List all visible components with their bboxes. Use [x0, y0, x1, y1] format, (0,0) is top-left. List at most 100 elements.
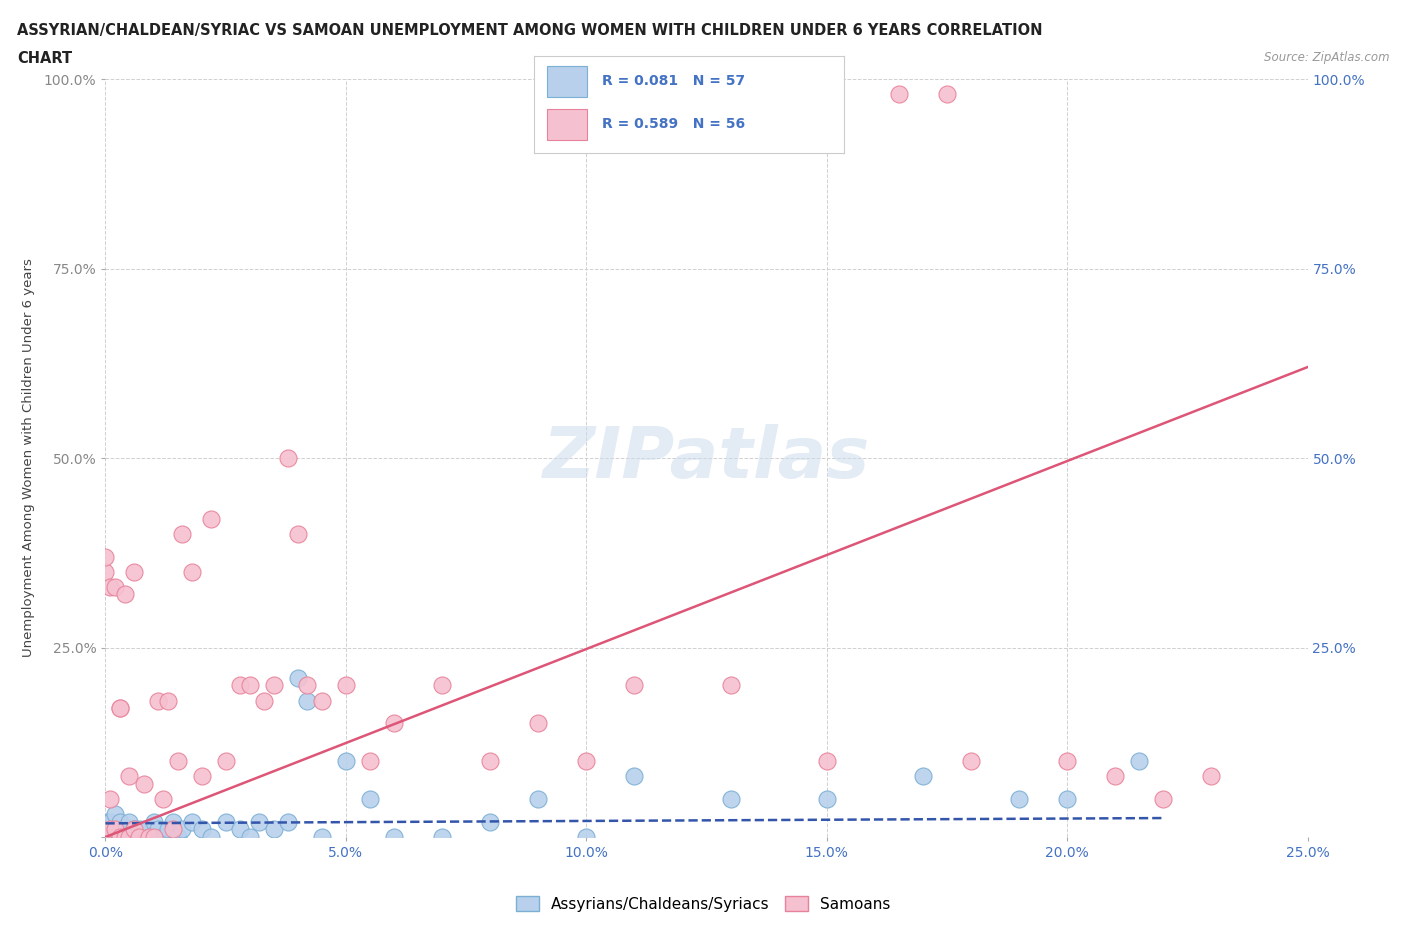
Point — [98, 579, 121, 594]
Point — [98, 815, 121, 830]
Point — [148, 822, 170, 837]
Point — [118, 815, 141, 830]
Point — [108, 815, 131, 830]
Point — [108, 830, 131, 844]
Text: R = 0.589   N = 56: R = 0.589 N = 56 — [602, 117, 745, 131]
Legend: Assyrians/Chaldeans/Syriacs, Samoans: Assyrians/Chaldeans/Syriacs, Samoans — [509, 889, 897, 918]
Point — [118, 830, 141, 844]
Point — [98, 830, 121, 844]
Point — [623, 678, 645, 693]
Point — [104, 822, 127, 837]
Point — [104, 579, 127, 594]
Point — [181, 565, 204, 579]
Point — [132, 822, 155, 837]
Point — [297, 693, 319, 708]
Point — [152, 830, 174, 844]
Point — [124, 822, 146, 837]
Point — [287, 526, 309, 541]
Point — [1201, 769, 1223, 784]
Point — [124, 830, 146, 844]
Point — [94, 822, 117, 837]
Text: ASSYRIAN/CHALDEAN/SYRIAC VS SAMOAN UNEMPLOYMENT AMONG WOMEN WITH CHILDREN UNDER : ASSYRIAN/CHALDEAN/SYRIAC VS SAMOAN UNEMP… — [17, 23, 1042, 38]
Point — [190, 822, 212, 837]
Point — [166, 753, 188, 768]
Point — [114, 830, 136, 844]
Point — [527, 791, 550, 806]
Point — [253, 693, 276, 708]
Point — [287, 671, 309, 685]
Point — [311, 693, 333, 708]
Point — [1104, 769, 1126, 784]
Point — [815, 753, 838, 768]
Point — [479, 753, 502, 768]
Point — [128, 822, 150, 837]
Point — [190, 769, 212, 784]
Point — [229, 822, 252, 837]
Point — [720, 678, 742, 693]
Point — [156, 693, 179, 708]
Point — [277, 815, 299, 830]
Point — [108, 700, 131, 715]
Point — [94, 815, 117, 830]
Point — [94, 565, 117, 579]
Point — [335, 678, 357, 693]
Point — [200, 830, 222, 844]
Point — [335, 753, 357, 768]
Point — [108, 700, 131, 715]
Point — [172, 822, 194, 837]
Point — [118, 822, 141, 837]
Point — [138, 830, 160, 844]
Point — [297, 678, 319, 693]
Point — [1152, 791, 1174, 806]
Point — [623, 769, 645, 784]
Point — [166, 830, 188, 844]
Point — [479, 815, 502, 830]
Point — [142, 830, 165, 844]
Point — [1128, 753, 1150, 768]
Point — [247, 815, 270, 830]
Point — [239, 830, 262, 844]
Point — [239, 678, 262, 693]
Y-axis label: Unemployment Among Women with Children Under 6 years: Unemployment Among Women with Children U… — [22, 259, 35, 658]
Text: ZIPatlas: ZIPatlas — [543, 423, 870, 493]
Bar — [547, 66, 586, 97]
Point — [277, 451, 299, 466]
Point — [172, 526, 194, 541]
Point — [359, 753, 381, 768]
Point — [214, 815, 236, 830]
Point — [960, 753, 983, 768]
Point — [214, 753, 236, 768]
Point — [128, 830, 150, 844]
Text: Source: ZipAtlas.com: Source: ZipAtlas.com — [1264, 51, 1389, 64]
Point — [104, 807, 127, 822]
Point — [936, 86, 959, 101]
Point — [527, 716, 550, 731]
Point — [148, 693, 170, 708]
Point — [138, 830, 160, 844]
Point — [229, 678, 252, 693]
Point — [382, 830, 405, 844]
Point — [1008, 791, 1031, 806]
Point — [359, 791, 381, 806]
Point — [118, 830, 141, 844]
Point — [94, 549, 117, 564]
Bar — [547, 109, 586, 140]
Point — [430, 830, 453, 844]
Point — [200, 512, 222, 526]
Text: R = 0.081   N = 57: R = 0.081 N = 57 — [602, 74, 745, 88]
Point — [132, 777, 155, 791]
Point — [263, 822, 285, 837]
Point — [263, 678, 285, 693]
Point — [152, 791, 174, 806]
Point — [124, 565, 146, 579]
Point — [98, 822, 121, 837]
Point — [94, 830, 117, 844]
Point — [887, 86, 910, 101]
Point — [94, 830, 117, 844]
Point — [1056, 753, 1078, 768]
Point — [142, 830, 165, 844]
Point — [114, 822, 136, 837]
Text: CHART: CHART — [17, 51, 72, 66]
Point — [108, 822, 131, 837]
Point — [575, 830, 598, 844]
